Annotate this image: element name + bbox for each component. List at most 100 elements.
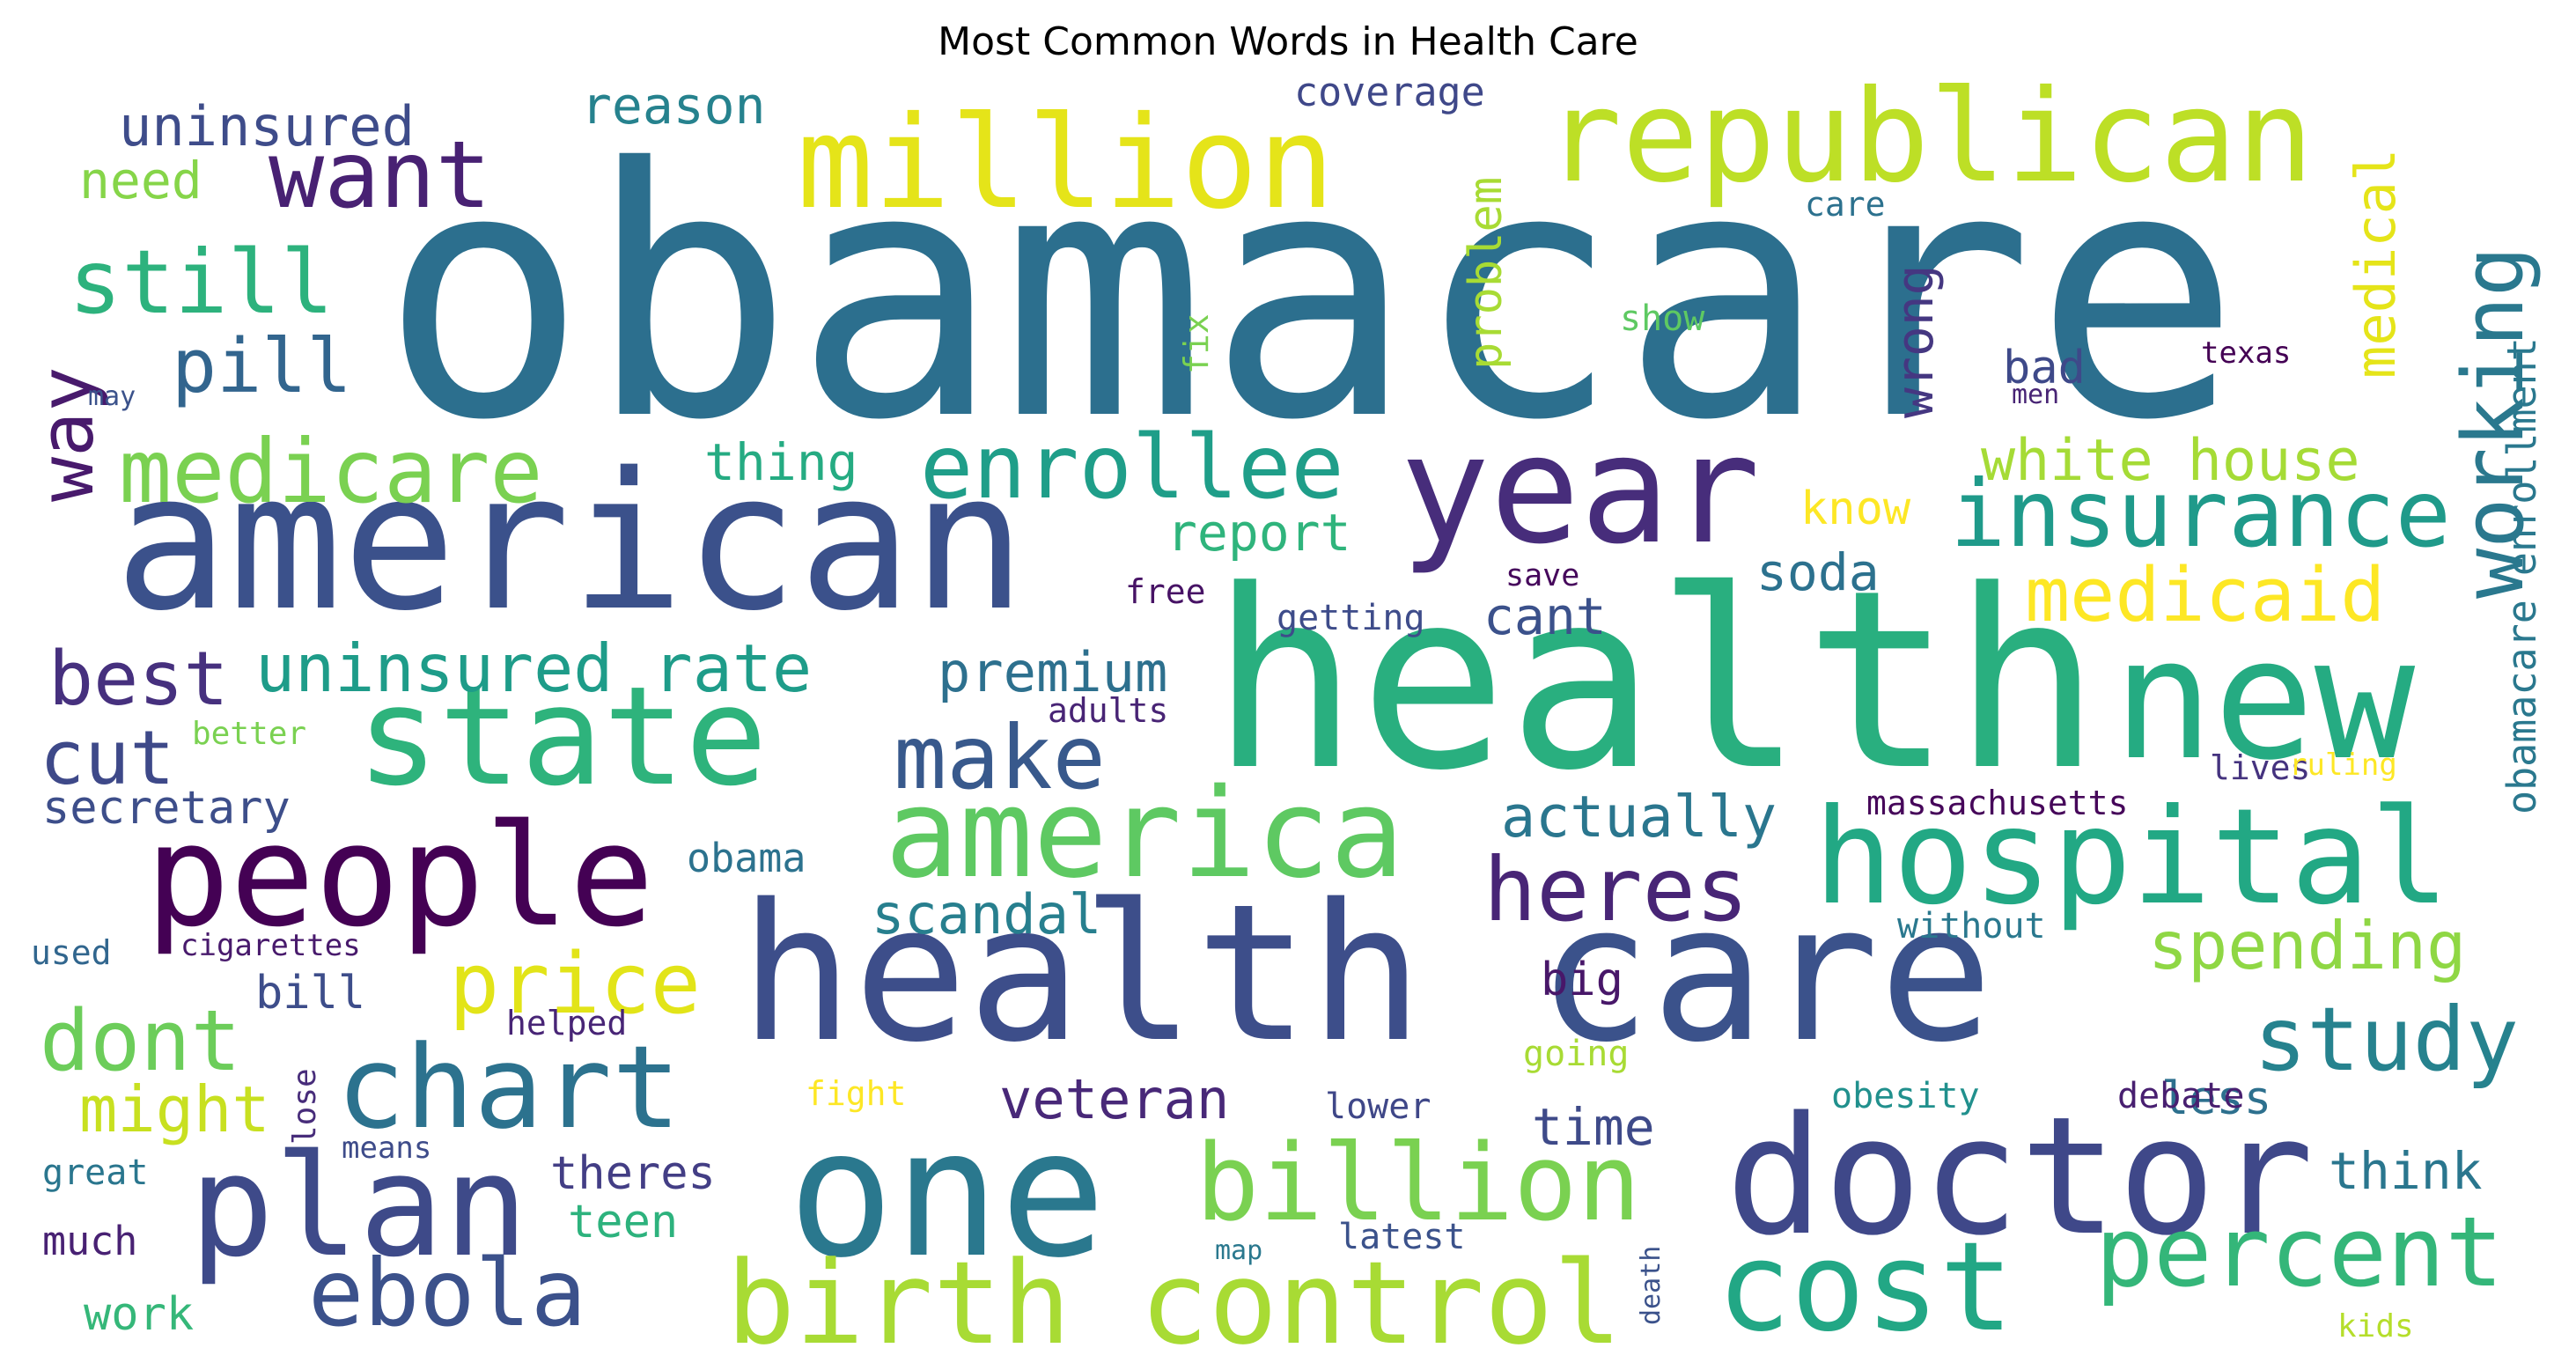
word-price: price: [449, 936, 701, 1033]
word-means: means: [342, 1131, 431, 1166]
word-chart: chart: [336, 1020, 681, 1154]
word-ebola: ebola: [308, 1240, 586, 1347]
word-know: know: [1800, 482, 1911, 535]
word-one: one: [788, 1092, 1106, 1297]
word-need: need: [79, 151, 202, 210]
word-white-house: white house: [1981, 428, 2359, 494]
word-want: want: [269, 122, 491, 229]
word-medicare: medicare: [119, 420, 543, 523]
word-lives: lives: [2210, 748, 2310, 787]
word-enrollee: enrollee: [920, 416, 1344, 519]
word-time: time: [1532, 1097, 1655, 1157]
word-doctor: doctor: [1726, 1081, 2314, 1271]
word-lower: lower: [1325, 1086, 1431, 1127]
word-ruling: ruling: [2289, 748, 2397, 783]
word-new: new: [2113, 602, 2416, 797]
word-scandal: scandal: [872, 882, 1101, 946]
word-much: much: [42, 1218, 137, 1264]
word-american: american: [114, 431, 1027, 652]
word-dont: dont: [40, 993, 241, 1090]
word-health-care-part-1: health: [740, 863, 1537, 1084]
word-work: work: [84, 1288, 194, 1341]
word-lose: lose: [287, 1068, 323, 1145]
word-problem: problem: [1460, 177, 1512, 370]
word-getting: getting: [1277, 598, 1425, 638]
word-hospital: hospital: [1814, 781, 2449, 934]
word-great: great: [42, 1153, 148, 1193]
word-cant: cant: [1483, 586, 1607, 646]
word-big: big: [1541, 954, 1623, 1006]
word-medicaid: medicaid: [2025, 552, 2385, 639]
word-fight: fight: [806, 1074, 906, 1113]
word-plan: plan: [189, 1123, 528, 1288]
word-republican: republican: [1545, 63, 2314, 211]
word-adults: adults: [1048, 691, 1168, 730]
word-debate: debate: [2117, 1076, 2245, 1116]
word-cut: cut: [40, 715, 175, 802]
word-uninsured: uninsured: [119, 94, 415, 158]
word-report: report: [1167, 503, 1351, 563]
word-best: best: [48, 636, 229, 723]
word-state: state: [357, 657, 768, 816]
word-helped: helped: [506, 1004, 627, 1042]
word-make: make: [894, 706, 1106, 809]
word-birth-control: birth control: [726, 1236, 1622, 1370]
word-wrong: wrong: [1885, 264, 1945, 418]
word-used: used: [31, 933, 112, 972]
word-people: people: [145, 793, 654, 958]
word-premium: premium: [938, 640, 1167, 704]
word-kids: kids: [2337, 1308, 2414, 1344]
word-america: america: [885, 762, 1404, 906]
word-care-small: care: [1805, 185, 1886, 224]
word-fix: fix: [1177, 313, 1216, 374]
word-death: death: [1636, 1246, 1667, 1325]
word-reason: reason: [581, 76, 766, 136]
word-less: less: [2161, 1072, 2271, 1125]
word-think: think: [2329, 1141, 2483, 1201]
word-uninsured-rate: uninsured rate: [255, 630, 812, 707]
word-coverage: coverage: [1294, 69, 1485, 115]
word-going: going: [1523, 1034, 1629, 1074]
word-insurance: insurance: [1950, 460, 2451, 568]
word-texas: texas: [2201, 335, 2291, 371]
word-actually: actually: [1501, 784, 1777, 851]
word-map: map: [1215, 1235, 1262, 1266]
word-show: show: [1620, 298, 1705, 339]
word-might: might: [79, 1072, 270, 1146]
word-health-care: health care: [740, 863, 1993, 1084]
word-better: better: [192, 716, 306, 752]
word-billion: billion: [1196, 1123, 1641, 1245]
word-cost: cost: [1717, 1216, 2013, 1359]
word-bill: bill: [255, 967, 365, 1020]
word-thing: thing: [704, 432, 858, 492]
word-working: working: [2446, 247, 2543, 599]
word-million: million: [797, 89, 1335, 238]
word-latest: latest: [1338, 1217, 1466, 1257]
word-pill: pill: [172, 323, 352, 410]
word-men: men: [2012, 379, 2059, 410]
word-year: year: [1400, 403, 1760, 578]
word-obama: obama: [687, 835, 806, 881]
chart-title: Most Common Words in Health Care: [938, 19, 1638, 64]
word-free: free: [1125, 572, 1206, 611]
word-percent: percent: [2095, 1196, 2504, 1308]
word-way: way: [24, 366, 111, 502]
word-medical: medical: [2344, 149, 2408, 379]
word-without: without: [1897, 906, 2046, 946]
word-spending: spending: [2148, 907, 2466, 984]
word-may: may: [88, 381, 136, 412]
word-health-care-part-2: care: [1537, 863, 1993, 1084]
word-cigarettes: cigarettes: [180, 928, 361, 963]
word-heres: heres: [1483, 838, 1748, 941]
word-obamacare-enrollment: obamacare enrollment: [2499, 337, 2545, 814]
word-obamacare: obamacare: [380, 95, 2241, 495]
word-save: save: [1505, 558, 1579, 593]
word-theres: theres: [550, 1147, 716, 1200]
word-bad: bad: [2003, 342, 2086, 394]
word-soda: soda: [1756, 542, 1880, 602]
word-veteran: veteran: [999, 1067, 1229, 1131]
word-study: study: [2254, 988, 2519, 1091]
word-massachusetts: massachusetts: [1866, 784, 2128, 822]
word-secretary: secretary: [42, 782, 291, 835]
